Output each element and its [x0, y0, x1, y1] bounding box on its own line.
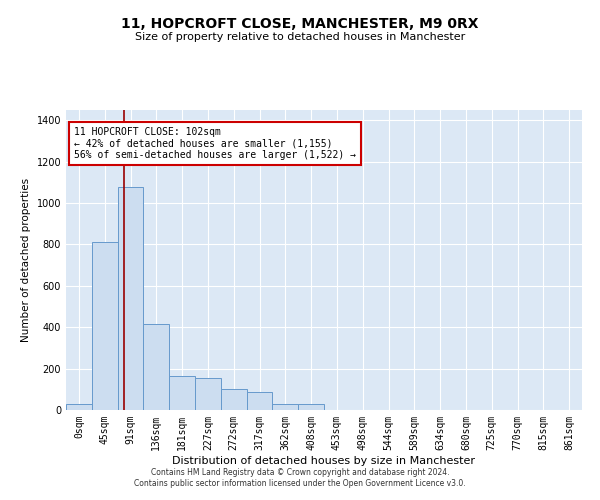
Text: Contains HM Land Registry data © Crown copyright and database right 2024.
Contai: Contains HM Land Registry data © Crown c…: [134, 468, 466, 487]
Bar: [298, 404, 324, 410]
Bar: [169, 376, 195, 410]
Bar: [66, 404, 92, 410]
Bar: [92, 242, 118, 410]
Y-axis label: Number of detached properties: Number of detached properties: [21, 178, 31, 342]
Bar: [221, 390, 247, 410]
Text: 11 HOPCROFT CLOSE: 102sqm
← 42% of detached houses are smaller (1,155)
56% of se: 11 HOPCROFT CLOSE: 102sqm ← 42% of detac…: [74, 126, 356, 160]
Bar: [247, 392, 272, 410]
Bar: [118, 186, 143, 410]
Text: Size of property relative to detached houses in Manchester: Size of property relative to detached ho…: [135, 32, 465, 42]
Bar: [195, 378, 221, 410]
Bar: [143, 324, 169, 410]
Bar: [272, 404, 298, 410]
Text: 11, HOPCROFT CLOSE, MANCHESTER, M9 0RX: 11, HOPCROFT CLOSE, MANCHESTER, M9 0RX: [121, 18, 479, 32]
X-axis label: Distribution of detached houses by size in Manchester: Distribution of detached houses by size …: [173, 456, 476, 466]
